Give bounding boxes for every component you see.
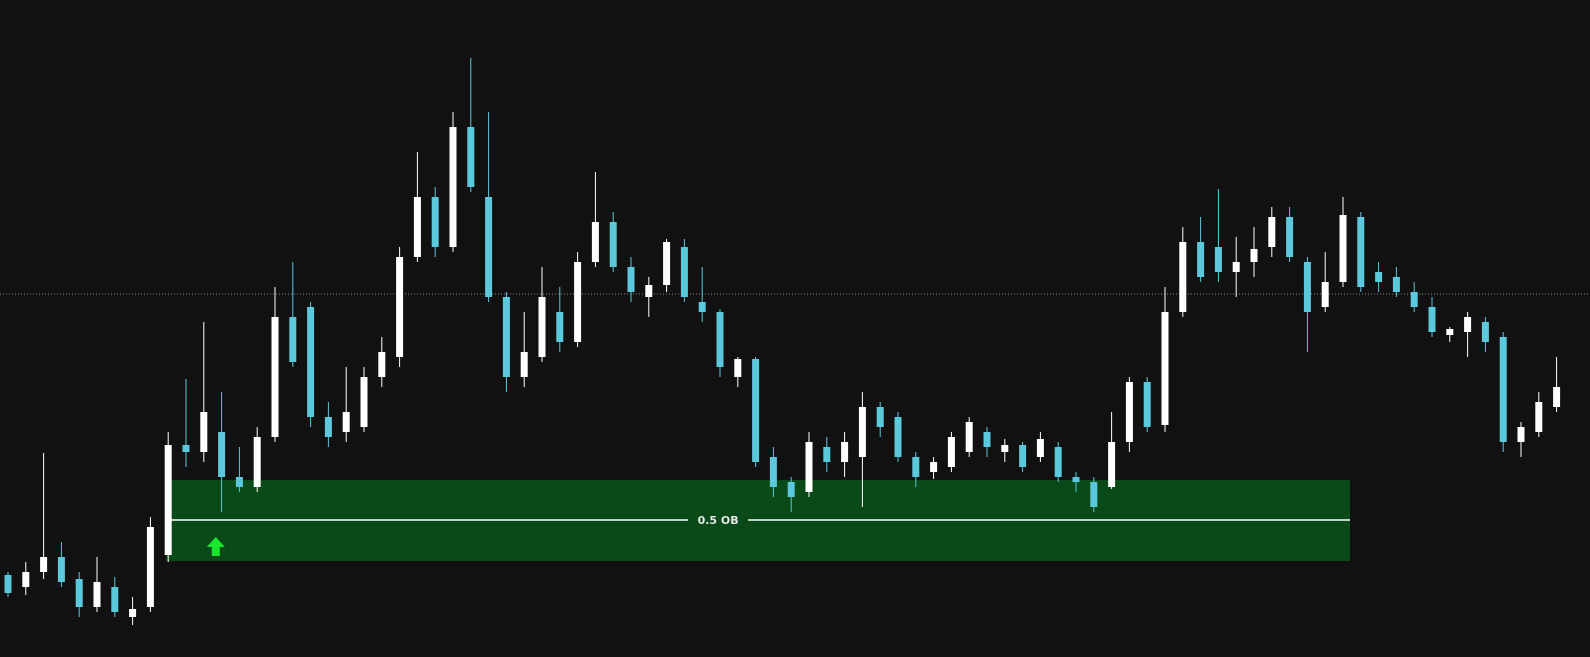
zone-label-bg	[688, 513, 749, 527]
candle-body	[1357, 217, 1365, 287]
candle-body	[75, 579, 83, 607]
candle-body	[894, 417, 902, 457]
candle-body	[645, 285, 653, 297]
candle-body	[663, 242, 671, 285]
candle-body	[556, 312, 564, 342]
candle-body	[823, 447, 831, 462]
candle-body	[1232, 262, 1240, 272]
candle-body	[716, 312, 724, 367]
candle-body	[1535, 402, 1543, 432]
candle-body	[1125, 382, 1133, 442]
candle-body	[1108, 442, 1116, 487]
candle-body	[182, 445, 190, 452]
candle-body	[858, 407, 866, 457]
candle-body	[1214, 247, 1222, 272]
candle-body	[1392, 277, 1400, 292]
candle-body	[1072, 477, 1080, 482]
signal-arrow	[206, 537, 225, 556]
candle-body	[235, 477, 243, 487]
candle-body	[680, 247, 688, 297]
candle-body	[57, 557, 65, 582]
candle-body	[1143, 382, 1151, 427]
candle-body	[22, 572, 30, 587]
candle-body	[965, 422, 973, 452]
candle-body	[1001, 445, 1009, 452]
candle-body	[1428, 307, 1436, 332]
candle-body	[1321, 282, 1329, 307]
candle-body	[271, 317, 279, 437]
candle-body	[752, 359, 760, 462]
candle-body	[1054, 447, 1062, 477]
zone-label: 0.5 OB	[698, 514, 739, 527]
candle-body	[1339, 215, 1347, 282]
candle-body	[1499, 337, 1507, 442]
candle-body	[218, 432, 226, 477]
candle-body	[627, 267, 635, 292]
candle-body	[1375, 272, 1383, 282]
candle-body	[413, 197, 421, 257]
candle-body	[805, 442, 813, 492]
candle-body	[324, 417, 332, 437]
candle-body	[146, 527, 154, 607]
candle-body	[698, 302, 706, 312]
candle-body	[734, 359, 742, 377]
candle-body	[40, 557, 48, 572]
candle-body	[129, 609, 137, 617]
candle-body	[360, 377, 368, 427]
candle-body	[502, 297, 510, 377]
candle-body	[93, 582, 101, 607]
candle-body	[947, 437, 955, 467]
candle-body	[1286, 217, 1294, 257]
candle-body	[1303, 262, 1311, 312]
candle-body	[769, 457, 777, 487]
candle-body	[289, 317, 297, 362]
candle-body	[485, 197, 493, 297]
candle-body	[378, 352, 386, 377]
candle-body	[1481, 322, 1489, 342]
candle-body	[200, 412, 208, 452]
candle-body	[1446, 329, 1454, 335]
candle-body	[1197, 242, 1205, 277]
candle-body	[1179, 242, 1187, 312]
candle-body	[591, 222, 599, 262]
candle-body	[520, 352, 528, 377]
candle-body	[787, 482, 795, 497]
candle-body	[467, 127, 475, 187]
candle-body	[1268, 217, 1276, 247]
candle-body	[574, 262, 582, 342]
candle-body	[396, 257, 404, 357]
candle-body	[342, 412, 350, 432]
candle-body	[876, 407, 884, 427]
candle-body	[841, 442, 849, 462]
candle-body	[609, 222, 617, 267]
candle-body	[1464, 317, 1472, 332]
candle-body	[538, 297, 546, 357]
candle-body	[1019, 445, 1027, 467]
candle-body	[1553, 387, 1561, 407]
candle-body	[431, 197, 439, 247]
candle-body	[1036, 439, 1044, 457]
candle-body	[1090, 482, 1098, 507]
candle-body	[1161, 312, 1169, 425]
candle-body	[1410, 292, 1418, 307]
candle-body	[307, 307, 315, 417]
candle-body	[1250, 249, 1258, 262]
candle-body	[930, 462, 938, 472]
candle-body	[4, 575, 12, 593]
candle-body	[111, 587, 119, 612]
candle-body	[449, 127, 457, 247]
candle-body	[164, 445, 172, 555]
candle-body	[912, 457, 920, 477]
candle-body	[983, 432, 991, 447]
candle-body	[253, 437, 261, 487]
candle-body	[1517, 427, 1525, 442]
